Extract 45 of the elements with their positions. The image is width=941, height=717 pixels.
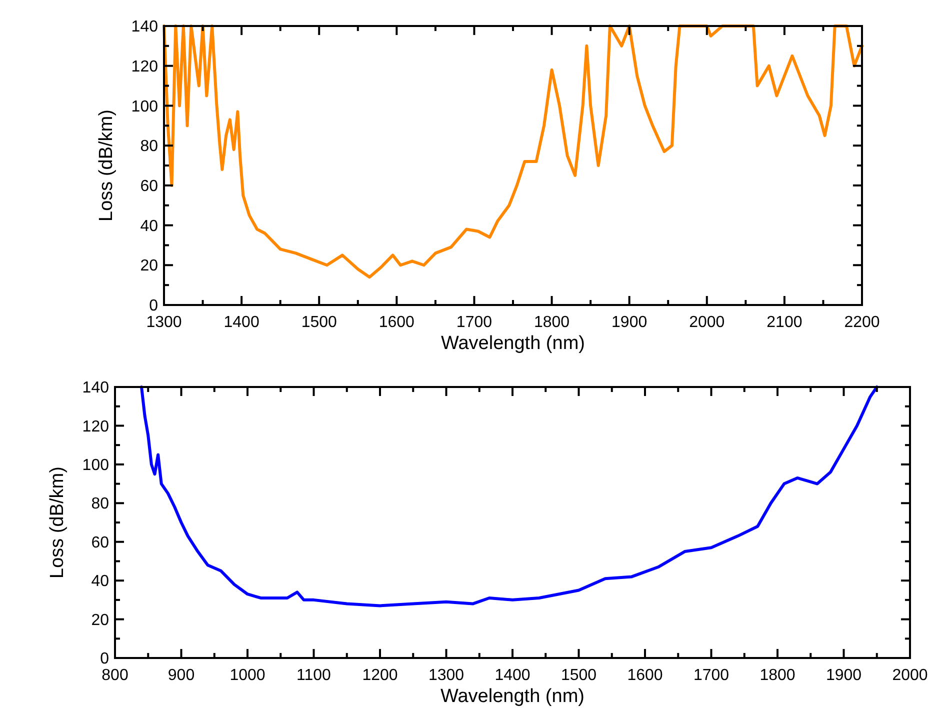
x-tick-label: 1900 bbox=[826, 667, 862, 684]
x-tick-label: 1700 bbox=[456, 314, 492, 331]
y-tick-label: 20 bbox=[140, 258, 158, 275]
y-tick-label: 20 bbox=[91, 612, 110, 629]
x-tick-label: 1200 bbox=[362, 667, 398, 684]
y-tick-label: 40 bbox=[140, 218, 158, 235]
x-tick-label: 1100 bbox=[296, 667, 332, 684]
y-tick-label: 60 bbox=[91, 534, 110, 552]
x-tick-label: 1800 bbox=[534, 314, 570, 331]
x-tick-label: 2000 bbox=[689, 314, 725, 331]
x-tick-label: 1400 bbox=[494, 667, 530, 684]
y-axis-title: Loss (dB/km) bbox=[47, 466, 68, 578]
x-tick-label: 1900 bbox=[612, 314, 648, 331]
y-tick-label: 40 bbox=[91, 573, 110, 590]
x-tick-label: 900 bbox=[168, 667, 195, 684]
y-tick-label: 0 bbox=[149, 298, 158, 315]
x-tick-label: 2000 bbox=[892, 667, 928, 684]
x-tick-label: 1800 bbox=[760, 667, 796, 684]
x-tick-label: 1600 bbox=[627, 667, 663, 684]
x-tick-label: 1300 bbox=[428, 667, 464, 684]
y-axis-title: Loss (dB/km) bbox=[96, 110, 117, 222]
x-tick-label: 1600 bbox=[378, 314, 415, 331]
y-tick-label: 60 bbox=[140, 178, 158, 196]
x-tick-label: 1400 bbox=[224, 314, 260, 331]
x-tick-label: 2200 bbox=[844, 314, 880, 331]
line-series bbox=[162, 24, 864, 279]
y-tick-label: 140 bbox=[131, 18, 158, 36]
x-axis-title: Wavelength (nm) bbox=[441, 333, 585, 354]
x-tick-label: 800 bbox=[102, 667, 128, 684]
x-tick-label: 1500 bbox=[301, 314, 338, 331]
y-tick-label: 0 bbox=[100, 650, 110, 668]
x-tick-label: 1300 bbox=[146, 314, 182, 331]
y-tick-label: 100 bbox=[131, 98, 158, 116]
y-tick-label: 80 bbox=[140, 138, 158, 156]
line-series bbox=[140, 386, 878, 608]
y-tick-label: 140 bbox=[82, 380, 110, 397]
y-tick-label: 120 bbox=[82, 418, 110, 436]
y-tick-label: 80 bbox=[91, 496, 110, 513]
x-tick-label: 1000 bbox=[230, 667, 266, 684]
x-tick-label: 1700 bbox=[693, 667, 730, 684]
x-tick-label: 1500 bbox=[560, 667, 597, 684]
y-tick-label: 120 bbox=[131, 58, 158, 76]
x-tick-label: 2100 bbox=[766, 314, 802, 331]
x-axis-title: Wavelength (nm) bbox=[440, 686, 584, 707]
y-tick-label: 100 bbox=[82, 457, 110, 474]
